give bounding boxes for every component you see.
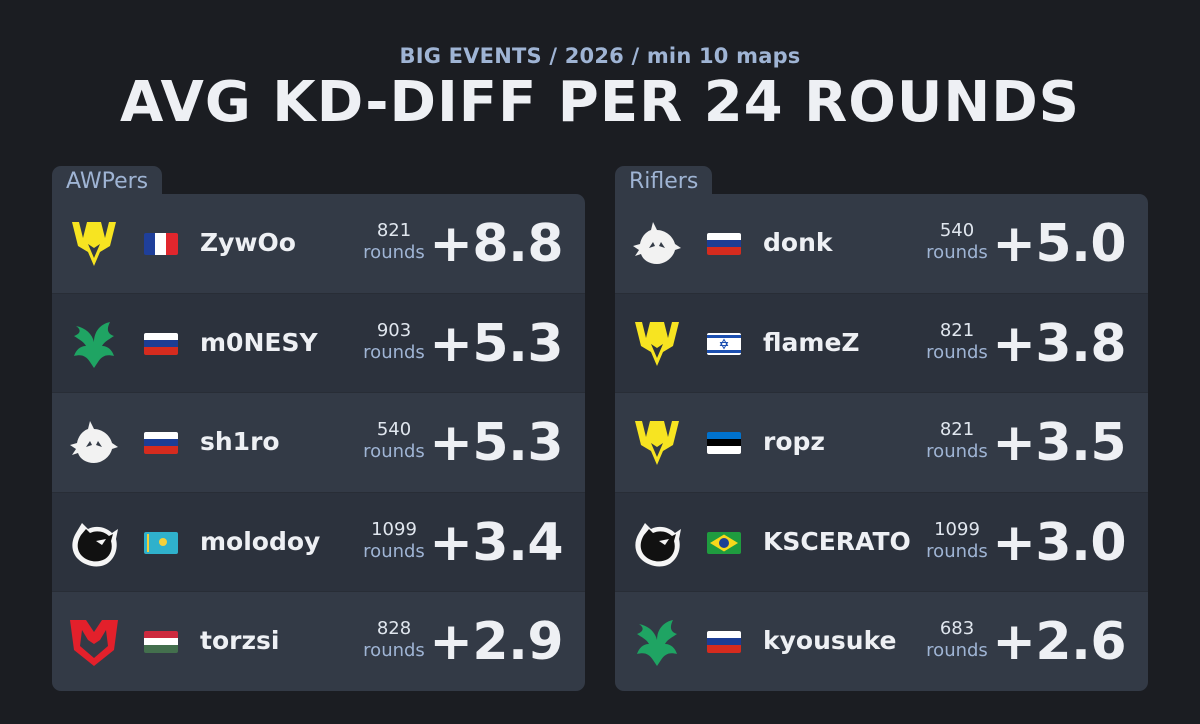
france-flag-icon [144, 233, 178, 255]
player-row: KSCERATO 1099 rounds +3.0 [615, 491, 1148, 592]
rounds-count: 903 rounds [352, 320, 436, 364]
rounds-count: 540 rounds [352, 419, 436, 463]
rounds-count: 821 rounds [915, 320, 999, 364]
russia-flag-icon [707, 233, 741, 255]
rounds-number: 903 [376, 319, 412, 341]
player-name: ropz [763, 427, 825, 457]
rounds-number: 683 [939, 618, 975, 640]
kd-diff-value: +3.8 [992, 313, 1126, 374]
russia-flag-icon [144, 432, 178, 455]
player-row: m0NESY 903 rounds +5.3 [52, 292, 585, 393]
kd-diff-value: +2.6 [992, 612, 1126, 673]
player-row: molodoy 1099 rounds +3.4 [52, 491, 585, 592]
furia-logo-icon [68, 517, 120, 569]
player-row: ZywOo 821 rounds +8.8 [52, 194, 585, 293]
awpers-tab: AWPers [52, 166, 163, 196]
hungary-flag-icon [144, 631, 178, 654]
rounds-number: 1099 [371, 518, 417, 540]
rounds-label: rounds [363, 242, 425, 263]
player-name: flameZ [763, 327, 860, 357]
kd-diff-value: +5.3 [429, 313, 563, 374]
player-row: kyousuke 683 rounds +2.6 [615, 591, 1148, 691]
rounds-label: rounds [363, 341, 425, 363]
awpers-panel: AWPers ZywOo 821 rounds +8.8 m0NESY [52, 166, 585, 691]
player-row: torzsi 828 rounds +2.9 [52, 591, 585, 691]
falcons-logo-icon [631, 616, 683, 668]
rounds-label: rounds [926, 540, 988, 562]
rounds-count: 821 rounds [915, 419, 999, 463]
kd-diff-value: +2.9 [429, 612, 563, 673]
player-row: ropz 821 rounds +3.5 [615, 392, 1148, 492]
player-row: sh1ro 540 rounds +5.3 [52, 392, 585, 492]
brazil-flag-icon [707, 531, 741, 554]
player-row: donk 540 rounds +5.0 [615, 194, 1148, 293]
kd-diff-value: +5.3 [429, 413, 563, 474]
vitality-logo-icon [631, 417, 683, 469]
rounds-count: 683 rounds [915, 618, 999, 662]
kd-diff-value: +3.5 [992, 413, 1126, 474]
player-name: ZywOo [200, 228, 296, 257]
furia-logo-icon [631, 517, 683, 569]
russia-flag-icon [144, 332, 178, 355]
player-name: donk [763, 228, 833, 257]
rounds-number: 540 [376, 419, 412, 441]
rounds-number: 821 [939, 419, 975, 441]
rounds-label: rounds [363, 540, 425, 562]
awpers-list: ZywOo 821 rounds +8.8 m0NESY 903 rounds … [52, 194, 585, 691]
player-name: KSCERATO [763, 526, 911, 556]
rounds-count: 540 rounds [915, 220, 999, 264]
russia-flag-icon [707, 631, 741, 654]
mouz-logo-icon [68, 616, 120, 668]
event-subtitle: BIG EVENTS / 2026 / min 10 maps [399, 44, 801, 68]
vitality-logo-icon [631, 318, 683, 370]
riflers-list: donk 540 rounds +5.0 flameZ 821 rounds +… [615, 194, 1148, 691]
rounds-label: rounds [926, 441, 988, 463]
rounds-label: rounds [926, 242, 988, 263]
player-name: sh1ro [200, 427, 280, 457]
player-name: torzsi [200, 626, 280, 656]
kd-diff-value: +5.0 [992, 214, 1126, 274]
rounds-label: rounds [926, 640, 988, 662]
rounds-label: rounds [363, 441, 425, 463]
player-name: kyousuke [763, 626, 897, 656]
kd-diff-value: +3.0 [992, 512, 1126, 573]
rounds-count: 1099 rounds [915, 519, 999, 563]
spirit-logo-icon [68, 417, 120, 469]
israel-flag-icon [707, 332, 741, 355]
player-name: molodoy [200, 526, 321, 556]
kd-diff-value: +8.8 [429, 214, 563, 274]
rounds-number: 821 [939, 319, 975, 341]
rounds-label: rounds [926, 341, 988, 363]
riflers-panel: Riflers donk 540 rounds +5.0 flameZ [615, 166, 1148, 691]
spirit-logo-icon [631, 218, 683, 270]
rounds-number: 828 [376, 618, 412, 640]
estonia-flag-icon [707, 432, 741, 455]
kd-diff-value: +3.4 [429, 512, 563, 573]
player-row: flameZ 821 rounds +3.8 [615, 292, 1148, 393]
rounds-count: 828 rounds [352, 618, 436, 662]
player-name: m0NESY [200, 327, 318, 357]
rounds-number: 821 [376, 220, 412, 241]
kazakhstan-flag-icon [144, 531, 178, 554]
rounds-label: rounds [363, 640, 425, 662]
riflers-tab: Riflers [615, 166, 713, 196]
falcons-logo-icon [68, 318, 120, 370]
vitality-logo-icon [68, 218, 120, 270]
rounds-number: 1099 [934, 518, 980, 540]
rounds-count: 1099 rounds [352, 519, 436, 563]
rounds-count: 821 rounds [352, 220, 436, 264]
page-title: AVG KD-DIFF PER 24 ROUNDS [119, 70, 1081, 135]
rounds-number: 540 [939, 220, 975, 241]
